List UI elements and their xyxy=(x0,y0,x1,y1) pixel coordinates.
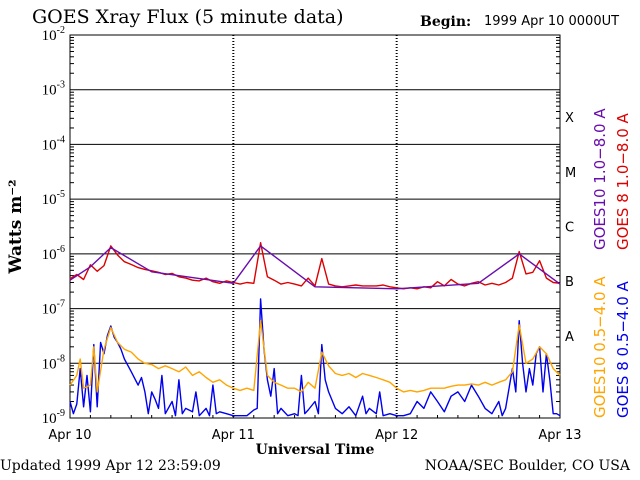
y-tick-label: 10-3 xyxy=(42,80,65,99)
y-tick-label: 10-6 xyxy=(42,244,65,263)
x-tick-label: Apr 12 xyxy=(375,428,418,443)
x-tick-label: Apr 11 xyxy=(212,428,255,443)
legend-label: GOES10 1.0−8.0 A xyxy=(591,108,609,250)
flare-class-label: X xyxy=(565,111,574,126)
plot-frame xyxy=(69,34,561,419)
flare-class-label: A xyxy=(565,330,574,345)
y-tick-label: 10-8 xyxy=(42,353,65,372)
legend-label: GOES10 0.5−4.0 A xyxy=(591,276,609,418)
legend-label: GOES 8 0.5−4.0 A xyxy=(614,280,632,418)
x-tick-label: Apr 10 xyxy=(48,428,91,443)
y-tick-label: 10-9 xyxy=(42,408,65,427)
flare-class-label: M xyxy=(565,166,576,181)
y-tick-label: 10-4 xyxy=(42,134,65,153)
legend-label: GOES 8 1.0−8.0 A xyxy=(614,112,632,250)
x-axis-label: Universal Time xyxy=(256,442,375,458)
y-tick-label: 10-2 xyxy=(42,25,65,44)
y-axis-label: Watts m⁻² xyxy=(6,179,26,274)
data-source: NOAA/SEC Boulder, CO USA xyxy=(424,458,630,474)
y-tick-label: 10-7 xyxy=(42,299,65,318)
begin-label: Begin: xyxy=(420,14,472,30)
series-line xyxy=(69,242,561,290)
x-tick-label: Apr 13 xyxy=(538,428,581,443)
updated-timestamp: Updated 1999 Apr 12 23:59:09 xyxy=(0,458,221,474)
series-line xyxy=(69,245,561,290)
flare-class-label: C xyxy=(565,221,574,236)
flare-class-label: B xyxy=(565,275,574,290)
series-line xyxy=(69,298,561,417)
begin-value: 1999 Apr 10 0000UT xyxy=(484,14,620,29)
series-line xyxy=(69,320,561,393)
y-tick-label: 10-5 xyxy=(42,189,65,208)
chart-title: GOES Xray Flux (5 minute data) xyxy=(32,6,344,28)
